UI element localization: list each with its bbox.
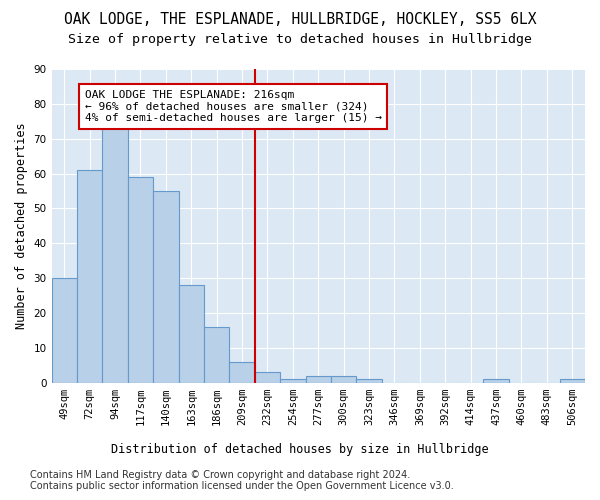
Bar (356, 379, 382, 382)
Bar (103, 122, 128, 382)
Bar (229, 362, 255, 382)
Text: OAK LODGE THE ESPLANADE: 216sqm
← 96% of detached houses are smaller (324)
4% of: OAK LODGE THE ESPLANADE: 216sqm ← 96% of… (85, 90, 382, 123)
Bar (179, 285, 204, 382)
Text: Size of property relative to detached houses in Hullbridge: Size of property relative to detached ho… (68, 32, 532, 46)
Bar (77, 170, 103, 382)
Bar (305, 376, 331, 382)
Bar (280, 379, 305, 382)
Y-axis label: Number of detached properties: Number of detached properties (15, 122, 28, 329)
Bar (331, 376, 356, 382)
Text: Distribution of detached houses by size in Hullbridge: Distribution of detached houses by size … (111, 442, 489, 456)
Bar (204, 327, 229, 382)
Bar (484, 379, 509, 382)
Bar (153, 191, 179, 382)
Text: Contains public sector information licensed under the Open Government Licence v3: Contains public sector information licen… (30, 481, 454, 491)
Text: Contains HM Land Registry data © Crown copyright and database right 2024.: Contains HM Land Registry data © Crown c… (30, 470, 410, 480)
Bar (255, 372, 280, 382)
Text: OAK LODGE, THE ESPLANADE, HULLBRIDGE, HOCKLEY, SS5 6LX: OAK LODGE, THE ESPLANADE, HULLBRIDGE, HO… (64, 12, 536, 28)
Bar (128, 177, 153, 382)
Bar (52, 278, 77, 382)
Bar (560, 379, 585, 382)
